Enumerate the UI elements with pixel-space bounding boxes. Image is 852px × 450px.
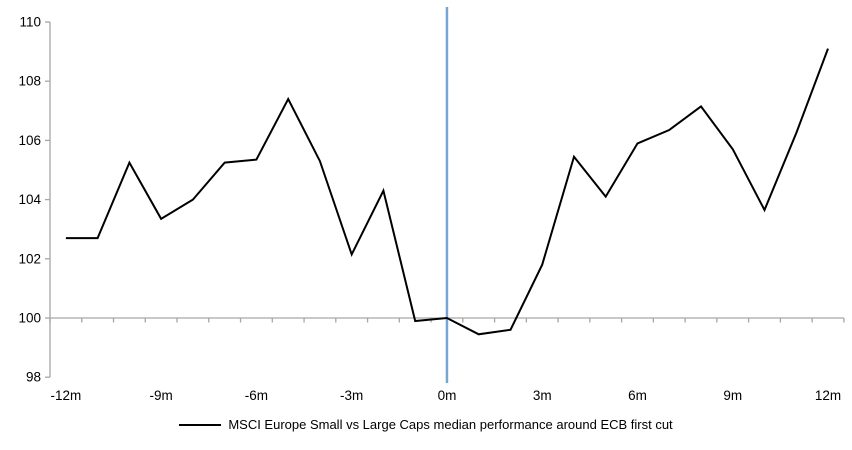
x-axis-tick-label: -6m bbox=[245, 388, 268, 403]
series-line bbox=[65, 48, 829, 336]
x-axis-tick-label: -9m bbox=[150, 388, 173, 403]
x-axis-tick-label: -12m bbox=[50, 388, 81, 403]
x-axis-tick-label: -3m bbox=[340, 388, 363, 403]
y-axis-tick-label: 102 bbox=[18, 251, 41, 266]
legend: MSCI Europe Small vs Large Caps median p… bbox=[0, 417, 852, 432]
y-axis-tick-label: 98 bbox=[26, 370, 41, 385]
y-axis-tick-label: 108 bbox=[18, 74, 41, 89]
y-axis-tick-label: 100 bbox=[18, 311, 41, 326]
x-axis-tick-label: 12m bbox=[815, 388, 841, 403]
x-axis-tick-label: 0m bbox=[438, 388, 457, 403]
x-axis-tick-label: 6m bbox=[628, 388, 647, 403]
x-axis-tick-label: 9m bbox=[723, 388, 742, 403]
legend-label: MSCI Europe Small vs Large Caps median p… bbox=[228, 417, 673, 432]
x-axis-tick-label: 3m bbox=[533, 388, 552, 403]
y-axis-tick-label: 110 bbox=[19, 15, 41, 30]
legend-line-swatch bbox=[179, 423, 222, 426]
y-axis-tick-label: 104 bbox=[18, 192, 41, 207]
y-axis-tick-label: 106 bbox=[18, 133, 41, 148]
